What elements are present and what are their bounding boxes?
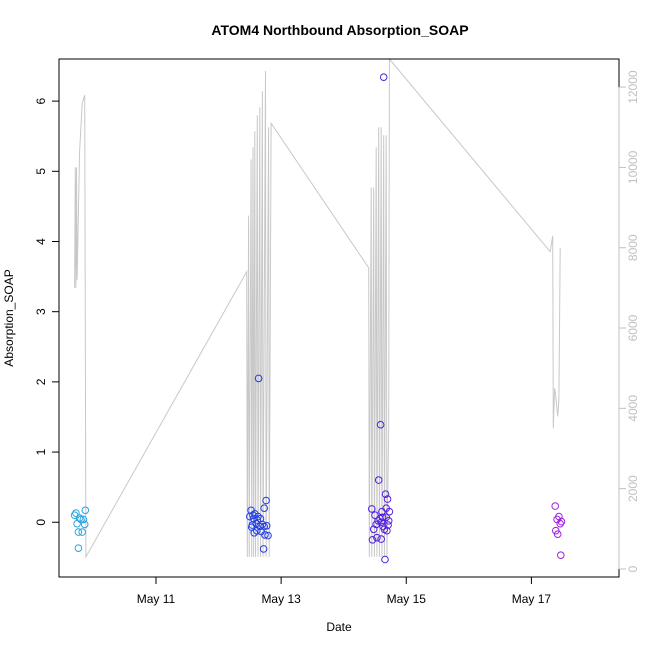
data-point — [368, 536, 377, 544]
x-tick-label: May 11 — [137, 592, 176, 606]
data-point — [378, 513, 387, 522]
x-tick-label: May 17 — [512, 592, 552, 606]
data-point — [258, 520, 267, 529]
data-point — [384, 521, 392, 529]
data-point — [262, 522, 271, 530]
data-point — [553, 530, 562, 539]
data-point — [376, 420, 385, 429]
data-point — [78, 528, 86, 536]
y-tick-label: 2 — [34, 378, 48, 385]
data-point — [557, 517, 566, 526]
x-tick-label: May 13 — [261, 592, 301, 606]
y-axis: 0 1 2 3 4 5 6 — [34, 97, 60, 526]
y2-tick-label: 12000 — [626, 70, 640, 104]
y-tick-label: 4 — [34, 238, 48, 245]
y-tick-label: 6 — [34, 97, 48, 104]
data-point — [377, 535, 386, 543]
data-point — [249, 511, 257, 520]
data-point — [81, 506, 90, 515]
y2-tick-label: 2000 — [626, 475, 640, 502]
x-axis: May 11 May 13 May 15 May 17 — [137, 576, 552, 606]
data-point — [262, 496, 270, 505]
data-point — [77, 515, 85, 524]
data-point — [382, 504, 391, 513]
y-axis-label: Absorption_SOAP — [2, 269, 16, 366]
y-tick-label: 3 — [34, 308, 48, 315]
data-point — [381, 490, 390, 499]
data-point — [374, 476, 383, 484]
data-point — [373, 533, 381, 542]
data-point — [72, 509, 80, 517]
data-point — [551, 502, 560, 510]
data-point — [383, 526, 391, 535]
data-point — [557, 551, 565, 560]
y2-axis: 0 2000 4000 6000 8000 10000 12000 — [618, 70, 640, 572]
data-point — [259, 545, 268, 553]
data-point — [74, 528, 83, 536]
data-point — [79, 515, 88, 524]
data-point — [254, 374, 263, 383]
data-point — [261, 531, 269, 539]
y-tick-label: 5 — [34, 168, 48, 175]
plot-area — [70, 57, 566, 564]
data-point — [371, 511, 379, 520]
series-line — [74, 57, 561, 559]
data-point — [74, 544, 83, 553]
data-point — [368, 505, 376, 513]
y2-tick-label: 4000 — [626, 395, 640, 422]
plot-frame — [58, 58, 620, 578]
data-point — [75, 514, 84, 522]
data-point — [250, 529, 258, 537]
x-tick-label: May 15 — [387, 592, 427, 606]
data-point — [379, 73, 388, 81]
data-point — [384, 517, 393, 525]
y-tick-label: 1 — [34, 448, 48, 455]
data-point — [80, 520, 89, 529]
data-point — [254, 512, 262, 521]
data-point — [377, 518, 386, 527]
data-point — [383, 495, 392, 503]
x-axis-label: Date — [326, 620, 352, 634]
data-point — [381, 555, 389, 564]
y2-tick-label: 8000 — [626, 234, 640, 261]
y2-tick-label: 10000 — [626, 150, 640, 184]
chart-title: ATOM4 Northbound Absorption_SOAP — [211, 22, 468, 38]
data-point — [260, 504, 269, 513]
data-point — [372, 520, 381, 529]
y-tick-label: 0 — [34, 519, 48, 526]
data-point — [264, 531, 272, 540]
y2-tick-label: 6000 — [626, 314, 640, 341]
y2-tick-label: 0 — [626, 565, 640, 572]
